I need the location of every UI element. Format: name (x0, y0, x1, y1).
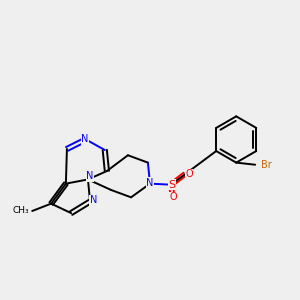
Text: N: N (89, 196, 97, 206)
Text: N: N (146, 178, 154, 188)
Text: Br: Br (262, 160, 272, 170)
Text: CH₃: CH₃ (12, 206, 29, 215)
Text: O: O (185, 169, 193, 179)
Text: N: N (86, 171, 94, 181)
Text: O: O (169, 192, 177, 202)
Text: S: S (169, 180, 176, 190)
Text: N: N (81, 134, 88, 145)
